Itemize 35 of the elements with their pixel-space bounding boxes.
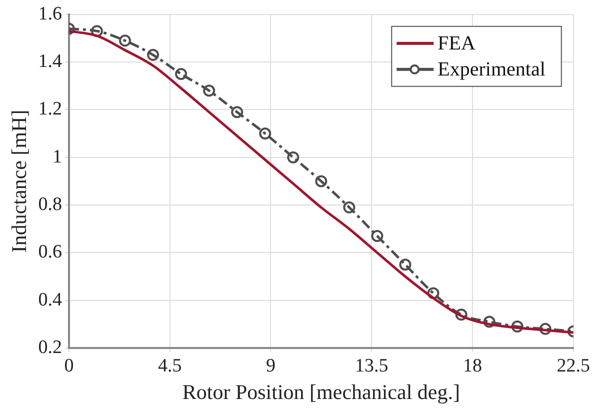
- y-axis-title: Inductance [mH]: [7, 110, 32, 253]
- point: [287, 151, 300, 164]
- point: [427, 287, 440, 300]
- legend-label: Experimental: [438, 58, 546, 81]
- y-tick-label: 1.2: [38, 98, 62, 120]
- point: [539, 322, 552, 335]
- y-tick-label: 1: [52, 146, 62, 168]
- point: [203, 84, 216, 97]
- point: [343, 201, 356, 214]
- x-tick-label: 4.5: [158, 355, 182, 376]
- point: [455, 308, 468, 321]
- y-tick-label: 1.6: [38, 3, 62, 24]
- x-tick-label: 0: [64, 355, 74, 376]
- point: [371, 230, 384, 242]
- point: [118, 34, 131, 47]
- point: [259, 128, 272, 140]
- x-tick-label: 13.5: [354, 355, 388, 376]
- point: [175, 68, 188, 80]
- point: [483, 316, 496, 328]
- y-tick-label: 0.6: [38, 242, 62, 263]
- point: [511, 320, 524, 333]
- point: [315, 175, 328, 188]
- y-tick-label: 0.8: [38, 194, 62, 216]
- y-tick-label: 1.4: [38, 51, 62, 72]
- x-tick-label: 18: [462, 355, 482, 376]
- x-axis-title: Rotor Position [mechanical deg.]: [182, 380, 460, 404]
- x-tick-label: 9: [266, 355, 276, 376]
- y-tick-label: 0.2: [38, 336, 62, 358]
- point: [231, 106, 244, 118]
- legend-label: FEA: [438, 32, 476, 55]
- y-tick-label: 0.4: [38, 289, 62, 310]
- x-tick-label: 22.5: [556, 355, 590, 376]
- point: [90, 25, 103, 38]
- point: [147, 48, 160, 61]
- point: [399, 258, 412, 271]
